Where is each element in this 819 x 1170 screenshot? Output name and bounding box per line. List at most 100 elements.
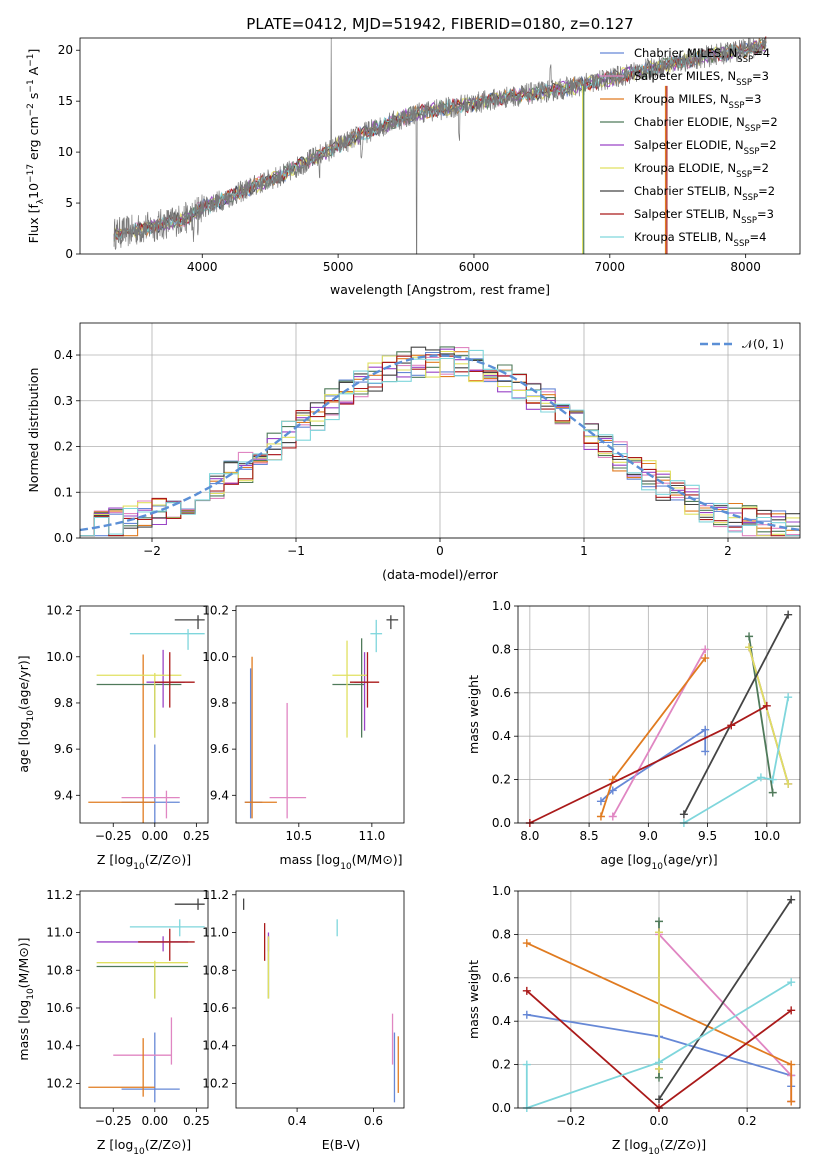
weight-marker xyxy=(596,797,605,806)
weight-marker xyxy=(784,693,793,702)
y-tick-label: 10.2 xyxy=(46,1076,73,1090)
y-tick-label: 11.2 xyxy=(202,888,229,902)
y-tick-label: 0.0 xyxy=(492,816,511,830)
x-tick-label: 9.0 xyxy=(639,829,658,843)
axes-frame xyxy=(79,605,209,824)
weight-marker xyxy=(522,1010,531,1019)
weight-marker xyxy=(701,747,710,756)
weight-marker xyxy=(701,645,710,654)
weight-line xyxy=(683,696,790,824)
axes-frame xyxy=(79,890,209,1109)
weight-line xyxy=(658,933,793,1102)
y-tick-label: 20 xyxy=(58,43,73,57)
weight-line xyxy=(748,646,790,785)
y-tick-label: 5 xyxy=(65,196,73,210)
y-tick-label: 10.6 xyxy=(46,1001,73,1015)
y-tick-label: 10.0 xyxy=(202,650,229,664)
y-tick-label: 9.8 xyxy=(210,696,229,710)
y-tick-label: 10.4 xyxy=(46,1039,73,1053)
y-tick-label: 9.6 xyxy=(54,742,73,756)
weight-marker xyxy=(522,986,531,995)
weight-marker xyxy=(701,654,710,663)
legend-entry: Chabrier ELODIE, NSSP=2 xyxy=(634,115,778,134)
x-axis-label: mass [log10(M/M⊙)] xyxy=(279,852,402,872)
x-tick-label: 0.25 xyxy=(183,1114,210,1128)
y-tick-label: 0.4 xyxy=(492,1014,511,1028)
x-axis-label: wavelength [Angstrom, rest frame] xyxy=(330,282,550,297)
y-tick-label: 0.6 xyxy=(492,971,511,985)
x-tick-label: 11.0 xyxy=(359,829,386,843)
legend-entry: Kroupa ELODIE, NSSP=2 xyxy=(634,161,769,180)
spectrum-title: PLATE=0412, MJD=51942, FIBERID=0180, z=0… xyxy=(246,15,633,33)
y-tick-label: 9.8 xyxy=(54,696,73,710)
weight-marker xyxy=(655,928,663,937)
x-tick-label: 0.2 xyxy=(738,1114,757,1128)
legend-entry: Kroupa STELIB, NSSP=4 xyxy=(634,230,766,249)
x-tick-label: 8.5 xyxy=(580,829,599,843)
y-tick-label: 0.6 xyxy=(492,686,511,700)
axes-frame xyxy=(79,322,801,539)
y-tick-label: 11.0 xyxy=(46,926,73,940)
age-vs-metallicity-panel: −0.25 0.00 0.25 9.4 9.6 9.8 10.0 10.2 Z [log10(Z… xyxy=(16,604,210,872)
residuals-panel: −2 −1 0 1 2 0.0 0.1 0.2 0.3 0.4 𝒩(0, 1) (data-model… xyxy=(26,322,801,582)
x-tick-label: 9.5 xyxy=(698,829,717,843)
weight-marker xyxy=(787,895,796,904)
x-axis-label: (data-model)/error xyxy=(382,567,499,582)
weight-vs-age-panel: 8.0 8.5 9.0 9.5 10.0 0.0 0.2 0.4 0.6 0.8 1.0 age [l… xyxy=(466,599,801,872)
y-tick-label: 0.0 xyxy=(54,531,73,545)
y-tick-label: 0.2 xyxy=(492,1058,511,1072)
x-tick-label: 4000 xyxy=(187,260,218,274)
weight-marker xyxy=(608,812,617,821)
y-tick-label: 0.1 xyxy=(54,485,73,499)
y-tick-label: 11.0 xyxy=(202,926,229,940)
y-tick-label: 10.2 xyxy=(202,604,229,618)
weight-marker xyxy=(787,1097,796,1106)
x-tick-label: −0.2 xyxy=(556,1114,585,1128)
weight-marker xyxy=(768,788,777,797)
x-tick-label: 7000 xyxy=(595,260,626,274)
weight-marker xyxy=(655,1058,663,1067)
y-tick-label: 10.6 xyxy=(202,1001,229,1015)
weight-line xyxy=(525,981,792,1110)
weight-marker xyxy=(655,1073,663,1082)
y-tick-label: 1.0 xyxy=(492,884,511,898)
x-tick-label: −2 xyxy=(143,544,161,558)
y-tick-label: 0.8 xyxy=(492,642,511,656)
y-tick-label: 0.2 xyxy=(54,440,73,454)
x-axis-label: Z [log10(Z/Z⊙)] xyxy=(612,1137,706,1157)
residual-histogram xyxy=(80,349,800,537)
y-tick-label: 0.2 xyxy=(492,773,511,787)
age-vs-mass-panel: 10.5 11.0 9.4 9.6 9.8 10.0 10.2 mass [log10(M/M… xyxy=(202,604,405,872)
y-tick-label: 9.4 xyxy=(210,788,229,802)
y-tick-label: 11.2 xyxy=(46,888,73,902)
observed-spectrum-line xyxy=(113,37,767,255)
weight-line xyxy=(683,614,789,815)
y-tick-label: 0 xyxy=(65,247,73,261)
axes-frame xyxy=(235,605,405,824)
weight-marker xyxy=(522,939,531,948)
legend-entry: Salpeter MILES, NSSP=3 xyxy=(634,69,769,88)
axes-frame xyxy=(517,890,801,1109)
mass-vs-ebv-panel: 0.4 0.6 10.2 10.4 10.6 10.8 11.0 11.2 E(B-V) xyxy=(202,888,405,1152)
weight-marker xyxy=(701,725,710,734)
weight-marker xyxy=(762,701,771,710)
legend-entry: Salpeter STELIB, NSSP=3 xyxy=(634,207,774,226)
weight-marker xyxy=(727,721,736,730)
y-axis-label: Flux [fλ10−17 erg cm−2 s−1 A−1] xyxy=(26,49,46,244)
weight-marker xyxy=(784,610,793,619)
x-axis-label: E(B-V) xyxy=(322,1137,361,1152)
weight-marker xyxy=(596,812,605,821)
x-tick-label: 2 xyxy=(724,544,732,558)
x-tick-label: −0.25 xyxy=(95,1114,132,1128)
weight-marker xyxy=(522,1060,531,1069)
y-tick-label: 0.3 xyxy=(54,394,73,408)
y-tick-label: 10.8 xyxy=(202,963,229,977)
x-tick-label: 0.4 xyxy=(288,1114,307,1128)
weight-marker xyxy=(745,643,754,652)
y-tick-label: 0.8 xyxy=(492,927,511,941)
y-axis-label: Normed distribution xyxy=(26,368,41,493)
x-tick-label: 5000 xyxy=(323,260,354,274)
x-axis-label: Z [log10(Z/Z⊙)] xyxy=(97,1137,191,1157)
